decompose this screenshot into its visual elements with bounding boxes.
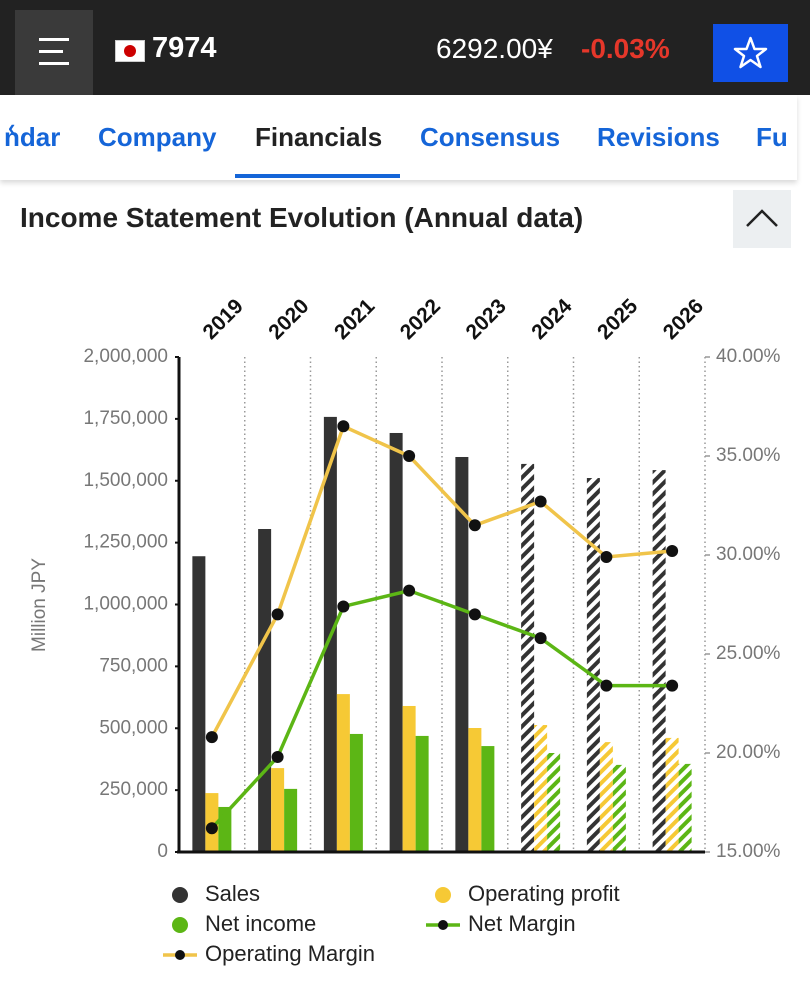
line-point (337, 420, 350, 433)
tab[interactable]: Revisions (597, 122, 720, 152)
bar (481, 746, 495, 852)
flag-icon (115, 40, 145, 62)
bar (402, 705, 416, 852)
bar (349, 733, 363, 852)
price-change: -0.03% (581, 33, 670, 64)
collapse-button[interactable] (733, 190, 791, 248)
legend-label: Net Margin (468, 911, 576, 936)
bar (652, 470, 666, 852)
line-point (403, 584, 416, 597)
ticker: 7974 (152, 32, 217, 64)
y-tick-label: 1,000,000 (83, 594, 168, 615)
y2-tick-label: 40.00% (716, 346, 781, 367)
bar (284, 788, 298, 852)
x-tick-label: 2021 (330, 294, 380, 344)
bar (468, 728, 482, 852)
bar (534, 725, 548, 852)
y2-tick-label: 20.00% (716, 742, 781, 763)
bar (415, 735, 429, 852)
line-point (205, 822, 218, 835)
active-tab-indicator (235, 174, 400, 178)
price: 6292.00¥ (436, 33, 553, 64)
line-point (468, 608, 481, 621)
line-point (534, 495, 547, 508)
y-tick-label: 0 (157, 841, 168, 862)
star-icon (733, 36, 768, 69)
line-point (600, 550, 613, 563)
line-point (337, 600, 350, 613)
bar (665, 737, 679, 852)
y-tick-label: 500,000 (99, 717, 168, 738)
x-tick-label: 2024 (527, 294, 577, 344)
y2-tick-label: 35.00% (716, 445, 781, 466)
bar (586, 478, 600, 852)
tab[interactable]: Consensus (420, 122, 561, 152)
menu-button[interactable] (15, 10, 93, 95)
tab[interactable]: ndar (4, 122, 61, 152)
bar (547, 753, 561, 852)
line (210, 588, 673, 830)
legend-marker (435, 887, 451, 903)
bar (389, 432, 403, 852)
tab-back[interactable]: ‹ (8, 115, 16, 140)
legend-marker (172, 917, 188, 933)
line (210, 423, 673, 738)
y-tick-label: 250,000 (99, 779, 168, 800)
watchlist-button[interactable] (713, 24, 788, 82)
x-tick-label: 2023 (462, 295, 511, 344)
y-axis-label: Million JPY (29, 558, 50, 652)
legend-label: Sales (205, 881, 260, 906)
line-point (666, 545, 679, 558)
y-tick-label: 750,000 (99, 655, 168, 676)
legend-marker (172, 887, 188, 903)
y-tick-label: 1,500,000 (83, 470, 168, 491)
chevron-icon (746, 209, 778, 227)
chart: Million JPY 0 250,000 500,000 750,000 1,000,… (29, 294, 781, 966)
legend-label: Operating Margin (205, 941, 375, 966)
x-tick-label: 2022 (396, 295, 445, 344)
bar (192, 556, 206, 852)
line-point (205, 731, 218, 744)
tab[interactable]: Financials (255, 122, 383, 152)
legend-label: Operating profit (468, 881, 620, 906)
x-tick-label: 2025 (593, 294, 643, 344)
line-point (468, 519, 481, 532)
legend-label: Net income (205, 911, 316, 936)
bar (271, 768, 285, 852)
bar (258, 529, 272, 852)
bar (455, 456, 469, 852)
tab-bar: ‹ ndar Company Financials Consensus Revi… (0, 95, 797, 180)
section-title: Income Statement Evolution (Annual data) (20, 202, 584, 233)
line-point (403, 450, 416, 462)
x-tick-label: 2026 (659, 295, 708, 344)
line-point (271, 608, 284, 621)
line-point (666, 679, 679, 692)
tab[interactable]: Company (98, 122, 217, 152)
y-tick-label: 2,000,000 (83, 346, 168, 367)
line-point (271, 750, 284, 763)
y2-tick-label: 25.00% (716, 643, 781, 664)
bar (521, 463, 535, 852)
y2-tick-label: 15.00% (716, 841, 781, 862)
legend-marker (438, 920, 448, 930)
bar (599, 742, 613, 852)
bar (678, 763, 692, 852)
top-bar: 7974 6292.00¥ -0.03% (0, 0, 810, 95)
bar (612, 764, 626, 852)
line-point (534, 632, 547, 645)
y-tick-label: 1,250,000 (83, 532, 168, 553)
x-tick-label: 2019 (199, 295, 248, 344)
legend-marker (175, 950, 185, 960)
line-point (600, 679, 613, 692)
tab[interactable]: Fu (756, 122, 788, 152)
bar (336, 694, 350, 852)
x-tick-label: 2020 (264, 295, 313, 344)
y2-tick-label: 30.00% (716, 544, 781, 565)
y-tick-label: 1,750,000 (83, 408, 168, 429)
